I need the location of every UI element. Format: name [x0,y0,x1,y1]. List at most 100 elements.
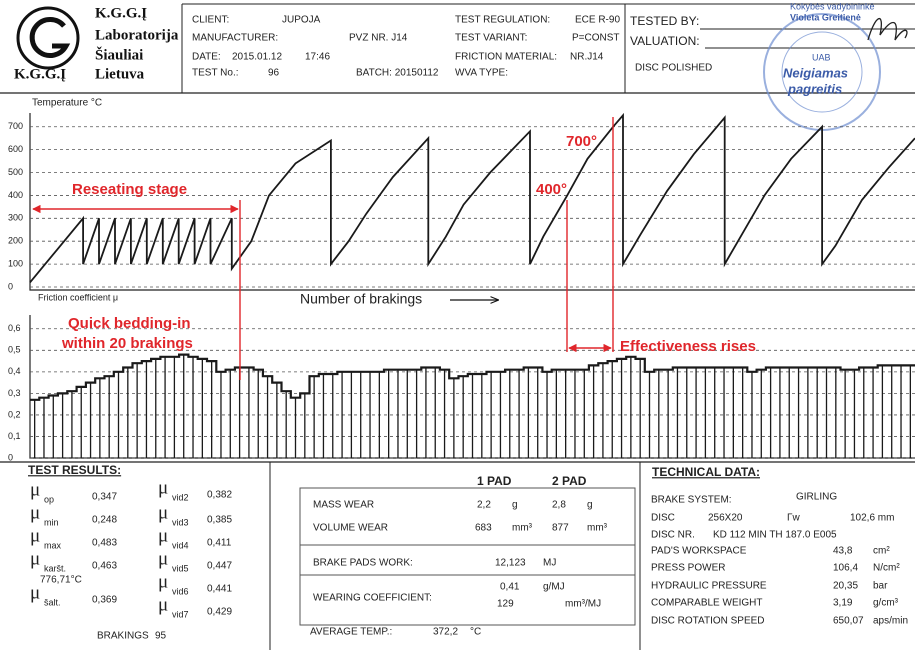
label: AVERAGE TEMP.: [310,627,392,638]
value: 2,8 [552,500,566,511]
value: g [512,500,518,511]
column-head: 2 PAD [552,474,587,488]
value: 0,369 [92,595,117,606]
mu-symbol: μ [158,571,168,592]
y-tick-label: 700 [8,121,23,131]
stamp-text: pagreitis [787,81,842,96]
mu-subscript: vid7 [172,609,189,619]
stamp-text: Violeta Greitienė [790,12,861,22]
label: BRAKINGS [97,631,149,642]
axis-title: Friction coefficient μ [38,292,118,302]
stamp-text: UAB [812,52,831,62]
charts: 0 100 200 300 400 500 600 700 0 0,1 0,2 0,3 0,4 0,5 0,… [8,112,915,462]
value: 0,382 [207,490,232,501]
annotation: Quick bedding-in [68,315,191,332]
value: 256X20 [708,513,743,524]
mu-subscript: op [44,494,54,504]
y-tick-label: 0,1 [8,431,21,441]
value: 2,2 [477,500,491,511]
label: COMPARABLE WEIGHT [651,598,763,609]
label: PRESS POWER [651,563,725,574]
mu-symbol: μ [158,594,168,615]
field-value: JUPOJA [282,15,321,26]
value: 877 [552,523,569,534]
field-label: TEST No.: [192,68,239,79]
stamp-text: Kokybės vadybininkė [790,1,875,11]
y-tick-label: 600 [8,144,23,154]
mu-symbol: μ [30,548,40,569]
value: 0,463 [92,561,117,572]
value: Γw [787,513,801,524]
field-value: P=CONST [572,33,620,44]
label: DISC NR. [651,530,695,541]
value: 0,483 [92,538,117,549]
value: mm³ [512,523,533,534]
field-label: WVA TYPE: [455,68,508,79]
stamp [781,31,863,113]
value: 683 [475,523,492,534]
y-tick-label: 100 [8,258,23,268]
mu-subscript: max [44,540,62,550]
mu-symbol: μ [158,502,168,523]
signature [867,18,908,41]
mu-subscript: min [44,517,59,527]
field-label: TEST VARIANT: [455,33,527,44]
value: g/cm³ [873,598,899,609]
field-label: FRICTION MATERIAL: [455,52,557,63]
value: aps/min [873,616,908,627]
annotation: Effectiveness rises [620,338,756,355]
stamp-text: Neigiamas [783,65,848,80]
field-value: ECE R-90 [575,15,620,26]
mu-symbol: μ [30,582,40,603]
field-label: CLIENT: [192,15,229,26]
field-label: DATE: [192,52,221,63]
y-tick-label: 500 [8,167,23,177]
value: 3,19 [833,598,853,609]
value: 0,385 [207,515,232,526]
field-value: BATCH: 20150112 [356,68,439,79]
field-label: TEST REGULATION: [455,15,550,26]
value: 0,41 [500,582,520,593]
temperature-line [29,112,915,283]
y-tick-label: 400 [8,190,23,200]
field-label: MANUFACTURER: [192,33,278,44]
value: 650,07 [833,616,864,627]
label: HYDRAULIC PRESSURE [651,581,767,592]
label: MASS WEAR [313,500,374,511]
mu-symbol: μ [30,502,40,523]
mu-subscript: vid2 [172,492,189,502]
mu-subscript: vid5 [172,563,189,573]
value: 43,8 [833,546,853,557]
y-tick-label: 0,3 [8,388,21,398]
mu-subscript: vid4 [172,540,189,550]
axis-title: Temperature °C [32,98,102,109]
value: 372,2 [433,627,458,638]
field-value: 96 [268,68,280,79]
y-tick-label: 0 [8,281,13,291]
frame [29,113,915,291]
field-value: 2015.01.12 [232,52,282,63]
annotation: 400° [536,181,567,198]
logo-text: Šiauliai [95,46,143,63]
label: DISC [651,513,675,524]
annotation: within 20 brakings [61,335,193,352]
y-tick-label: 0,2 [8,409,21,419]
mu-subscript: šalt. [44,597,61,607]
value: GIRLING [796,492,837,503]
field-value: PVZ NR. J14 [349,33,408,44]
value: 0,411 [207,538,232,549]
logo-g [29,17,71,58]
value: 106,4 [833,563,858,574]
value: N/cm² [873,563,900,574]
value: KD 112 MIN TH 187.0 E005 [713,530,837,541]
field-value: 17:46 [305,52,330,63]
column-head: 1 PAD [477,474,512,488]
y-tick-label: 300 [8,213,23,223]
y-tick-label: 0 [8,452,13,462]
unit: mm³/MJ [565,599,601,610]
annotation: Reseating stage [72,181,187,198]
logo-circle [16,6,80,70]
mu-symbol: μ [158,477,168,498]
